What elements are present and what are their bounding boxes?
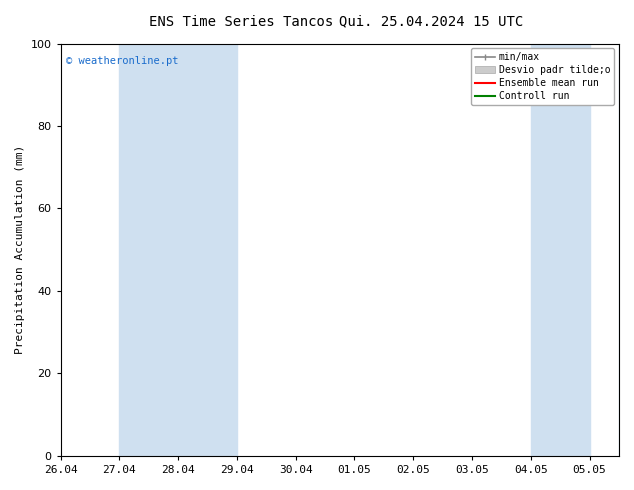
Text: © weatheronline.pt: © weatheronline.pt [66, 56, 179, 66]
Legend: min/max, Desvio padr tilde;o, Ensemble mean run, Controll run: min/max, Desvio padr tilde;o, Ensemble m… [472, 49, 614, 105]
Y-axis label: Precipitation Accumulation (mm): Precipitation Accumulation (mm) [15, 145, 25, 354]
Text: ENS Time Series Tancos: ENS Time Series Tancos [149, 15, 333, 29]
Bar [531, 44, 590, 456]
Bar [619, 44, 634, 456]
Bar [119, 44, 237, 456]
Text: Qui. 25.04.2024 15 UTC: Qui. 25.04.2024 15 UTC [339, 15, 523, 29]
